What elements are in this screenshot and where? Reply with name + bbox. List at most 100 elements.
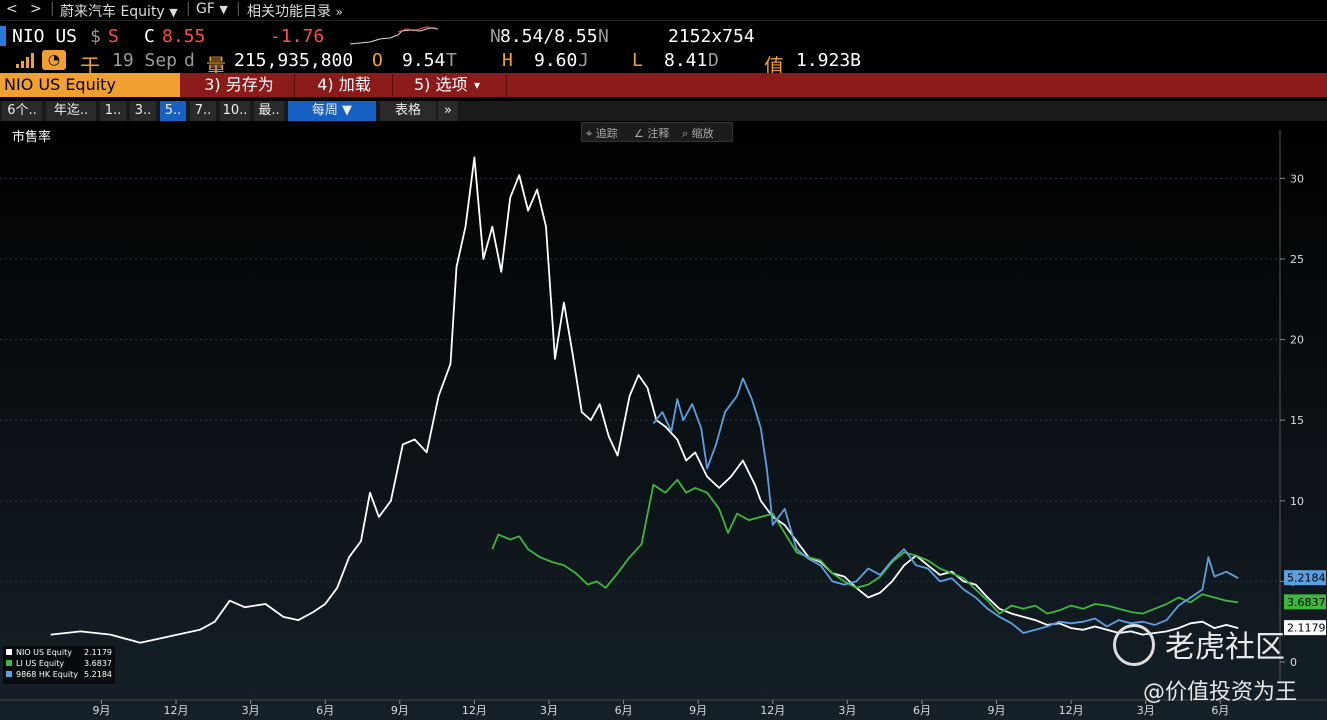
open-price: 9.54: [402, 50, 446, 71]
ticker-marker: [0, 26, 6, 46]
legend-series-value: 5.2184: [84, 670, 112, 679]
legend-series-name: 9868 HK Equity: [16, 670, 78, 679]
more-button[interactable]: »: [438, 101, 458, 121]
legend-swatch: [6, 671, 12, 677]
y-tick-label: 20: [1290, 334, 1304, 347]
forward-arrow-icon[interactable]: >: [30, 1, 42, 17]
y-tick-label: 30: [1290, 172, 1304, 185]
volume: 215,935,800: [234, 50, 354, 71]
gf-dropdown[interactable]: GF ▼: [196, 1, 228, 17]
high-label: H: [502, 50, 513, 71]
gauge-icon[interactable]: ◔: [42, 50, 66, 70]
chart-background: [0, 122, 1327, 720]
back-arrow-icon[interactable]: <: [6, 1, 18, 17]
related-functions-menu[interactable]: 相关功能目录 »: [247, 1, 343, 21]
range-option[interactable]: 7..: [190, 101, 216, 121]
range-option[interactable]: 5..: [160, 101, 186, 121]
save-as-button[interactable]: 3) 另存为: [184, 73, 295, 97]
double-chevron-down-icon: »: [335, 5, 343, 19]
last-price: 8.55: [162, 26, 206, 47]
bid-ask-size: 2152x754: [668, 26, 755, 47]
related-label: 相关功能目录: [247, 4, 331, 20]
low-label: L: [632, 50, 643, 71]
security-dropdown[interactable]: 蔚来汽车 Equity ▼: [60, 1, 178, 21]
x-month-label: 3月: [838, 704, 856, 717]
range-option[interactable]: 最..: [254, 101, 284, 121]
legend-series-value: 3.6837: [84, 659, 112, 668]
range-option[interactable]: 10..: [220, 101, 250, 121]
legend-swatch: [6, 660, 12, 666]
end-value-label: 2.1179: [1287, 622, 1326, 635]
flag-s: S: [108, 26, 119, 47]
date-prefix: 于: [80, 54, 100, 78]
security-label: 蔚来汽车 Equity: [60, 4, 165, 20]
gf-label: GF: [196, 1, 215, 17]
intraday-sparkline: [350, 26, 439, 45]
bid-ask: 8.54/8.55: [500, 26, 598, 47]
price-change: -1.76: [270, 26, 325, 47]
x-month-label: 6月: [913, 704, 931, 717]
tiger-logo-icon: [1113, 624, 1155, 666]
end-value-badge: [1284, 570, 1326, 586]
range-option[interactable]: 3..: [130, 101, 156, 121]
low-price: 8.41: [664, 50, 708, 71]
legend-swatch: [6, 649, 12, 655]
x-month-label: 9月: [92, 704, 110, 717]
bidask-prefix: N: [490, 26, 501, 47]
options-menu[interactable]: 5) 选项 ▾: [394, 73, 507, 97]
series-line: [652, 377, 1239, 634]
high-suffix: J: [578, 50, 589, 71]
y-tick-label: 25: [1290, 253, 1304, 266]
traded-value: 1.923B: [796, 50, 862, 71]
end-value-label: 5.2184: [1287, 572, 1326, 585]
range-option[interactable]: 年迄..: [46, 101, 96, 121]
legend-series-name: NIO US Equity: [16, 648, 72, 657]
legend-series-name: LI US Equity: [16, 659, 64, 668]
top-navigation-bar: < > | 蔚来汽车 Equity ▼ | GF ▼ | 相关功能目录 »: [0, 0, 1327, 21]
x-month-label: 3月: [1137, 704, 1155, 717]
security-field[interactable]: NIO US Equity: [0, 73, 180, 97]
ticker: NIO US: [12, 26, 78, 47]
chart-title: 市售率: [12, 129, 51, 145]
range-option[interactable]: 6个..: [2, 101, 42, 121]
end-value-badge: [1284, 620, 1326, 636]
load-button[interactable]: 4) 加载: [296, 73, 393, 97]
bidask-suffix: N: [598, 26, 609, 47]
date-suffix: d: [184, 50, 195, 71]
function-bar: [0, 73, 1327, 97]
x-month-label: 9月: [689, 704, 707, 717]
x-month-label: 12月: [1059, 704, 1084, 717]
x-month-label: 3月: [540, 704, 558, 717]
x-month-label: 9月: [391, 704, 409, 717]
x-month-label: 12月: [164, 704, 189, 717]
period-dropdown[interactable]: 每周 ▼: [288, 101, 376, 121]
value-label: 值: [764, 54, 784, 78]
y-tick-label: 10: [1290, 495, 1304, 508]
table-button[interactable]: 表格: [380, 101, 436, 121]
zoom-tool[interactable]: ⌕ 缩放: [682, 127, 714, 140]
chevron-down-icon: ▾: [474, 78, 481, 92]
quote-date: 19 Sep: [112, 50, 178, 71]
watermark-author: @价值投资为王: [1143, 680, 1298, 705]
chart-area: 市售率 302520151050 9月12月3月6月9月12月3月6月9月12月…: [0, 122, 1327, 720]
volume-label: 量: [206, 54, 226, 78]
watermark-brand: 老虎社区: [1165, 630, 1285, 665]
flag-c: C: [144, 26, 155, 47]
annotate-tool[interactable]: ∠ 注释: [634, 127, 670, 140]
x-month-label: 6月: [316, 704, 334, 717]
x-month-label: 6月: [615, 704, 633, 717]
open-suffix: T: [446, 50, 457, 71]
y-tick-label: 15: [1290, 414, 1304, 427]
series-line: [491, 478, 1239, 615]
open-label: O: [372, 50, 383, 71]
legend-series-value: 2.1179: [84, 648, 112, 657]
x-month-label: 6月: [1211, 704, 1229, 717]
chart-toolbox: ⌖ 追踪 ∠ 注释 ⌕ 缩放: [581, 122, 733, 142]
range-option[interactable]: 1..: [100, 101, 126, 121]
track-tool[interactable]: ⌖ 追踪: [586, 127, 618, 140]
x-month-label: 12月: [760, 704, 785, 717]
legend-box: [3, 646, 115, 684]
chevron-down-icon: ▼: [219, 3, 228, 16]
series-line: [50, 156, 1239, 644]
x-month-label: 3月: [242, 704, 260, 717]
